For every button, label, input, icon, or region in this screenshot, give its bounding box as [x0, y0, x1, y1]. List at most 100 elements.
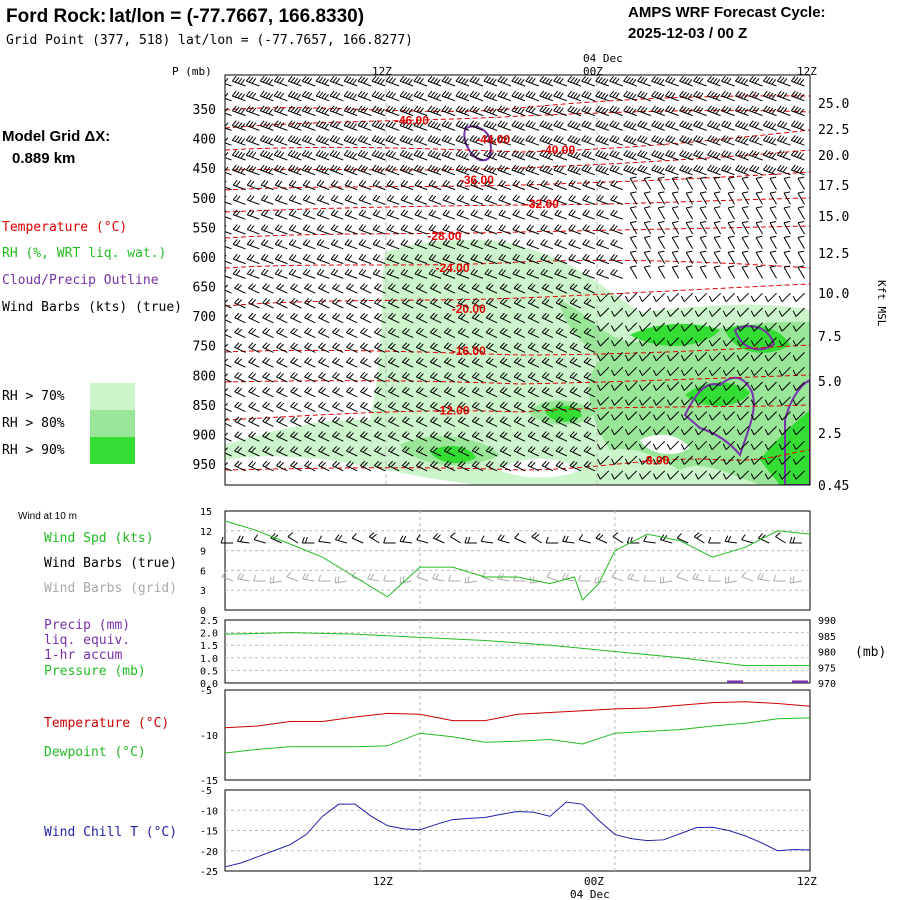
wind-barb-true	[497, 534, 510, 544]
wind-barb	[343, 135, 358, 146]
wind-barb	[567, 105, 582, 117]
wind-barb	[498, 253, 512, 265]
wind-barb	[386, 179, 400, 191]
wind-barb	[318, 357, 330, 368]
wind-barb	[741, 250, 750, 264]
wind-barb	[680, 292, 694, 303]
wind-barb	[248, 371, 260, 383]
wind-barb	[595, 135, 609, 146]
wind-barb	[643, 250, 652, 264]
wind-barb	[792, 396, 805, 406]
wind-barb	[567, 164, 582, 176]
wind-barb	[671, 206, 680, 220]
wind-barb	[694, 322, 708, 332]
wind-barb	[225, 372, 232, 383]
wind-barb	[755, 250, 763, 264]
wind-barb	[609, 105, 623, 117]
wind-barb	[499, 357, 512, 368]
wind-barb	[456, 224, 470, 235]
wind-barb	[498, 239, 512, 250]
wind-barb	[727, 176, 736, 190]
pressure-tick: 450	[193, 162, 216, 177]
wind-barb-true	[531, 532, 543, 544]
wind-barb	[499, 416, 512, 427]
wind-barb	[708, 440, 721, 451]
wind-barb	[707, 75, 721, 87]
wind-barb	[679, 135, 693, 146]
wind-barb	[443, 371, 456, 383]
wind-barb	[259, 120, 274, 131]
wind-barb	[316, 253, 330, 265]
wind-barb	[232, 209, 246, 220]
wind-barb	[554, 194, 568, 205]
wind-barb	[332, 342, 344, 353]
wind-barb	[428, 194, 442, 205]
wind-barb	[259, 105, 274, 117]
wind-barb	[652, 352, 666, 362]
wind-barb	[727, 191, 736, 205]
wind-barb	[764, 470, 777, 480]
wind-barb	[415, 460, 428, 472]
wind-barb	[609, 149, 623, 161]
wind-barb	[680, 396, 694, 406]
wind-barb	[318, 416, 330, 427]
wind-barb	[792, 352, 805, 362]
wind-barb	[498, 268, 512, 279]
precip-y-tick: 0.5	[200, 666, 218, 677]
wind-barb	[329, 90, 344, 102]
wind-barb	[792, 337, 805, 347]
wind-barb	[225, 92, 232, 102]
wind-barb	[260, 253, 274, 265]
wind-barb	[783, 176, 791, 190]
wind-barb	[372, 194, 386, 205]
wind-barb	[455, 120, 470, 131]
wind-barb	[234, 312, 246, 324]
wind-barb	[722, 366, 735, 377]
wind-barb	[769, 220, 777, 235]
wind-barb	[443, 312, 456, 324]
wind-barb	[225, 357, 232, 368]
wind-barb	[360, 386, 372, 398]
wind-barb	[304, 416, 316, 427]
wind-y-ticks: 15 12 9 6 3 0	[200, 507, 212, 617]
precip-y-tick: 2.0	[200, 629, 218, 640]
wind-barb	[527, 342, 540, 353]
wind-barb	[455, 149, 470, 161]
wind-barb	[273, 105, 288, 117]
wind-barb-grid	[286, 571, 299, 582]
wind-barb	[527, 297, 540, 309]
wind-barb	[415, 416, 428, 427]
wind-barb	[290, 327, 302, 339]
wind-barb	[442, 194, 456, 205]
wind-barb	[778, 426, 791, 436]
wind-barb	[750, 352, 763, 362]
wind-barb	[262, 342, 274, 353]
wind-speed-series	[224, 520, 811, 602]
precip-bars	[727, 680, 808, 683]
wind-barb	[276, 342, 288, 353]
height-tick: 20.0	[818, 149, 849, 164]
wind-barb	[555, 342, 568, 353]
wind-barb	[679, 90, 693, 102]
wind-barb	[399, 105, 414, 117]
wind-barb	[497, 149, 512, 161]
temp-contour-label: -40.00	[541, 143, 575, 157]
wind-barb	[610, 194, 623, 205]
wind-y-tick: 6	[200, 566, 206, 577]
wind-barb	[750, 411, 763, 421]
wind-barb	[231, 120, 246, 131]
wind-barb	[512, 253, 526, 265]
wind-barb	[358, 209, 372, 220]
wind-barb	[685, 265, 694, 279]
wind-barb	[513, 401, 526, 413]
wind-barb	[232, 194, 246, 205]
wind-barb	[511, 120, 526, 131]
wind-barbs-xs	[225, 75, 805, 480]
wind-barb	[611, 455, 624, 465]
wind-barb	[596, 194, 609, 205]
wind-barb	[554, 268, 568, 279]
precip-panel-frame	[224, 619, 811, 684]
wind-barb	[611, 426, 624, 436]
wind-barb	[790, 135, 805, 146]
wind-barb	[638, 292, 652, 303]
